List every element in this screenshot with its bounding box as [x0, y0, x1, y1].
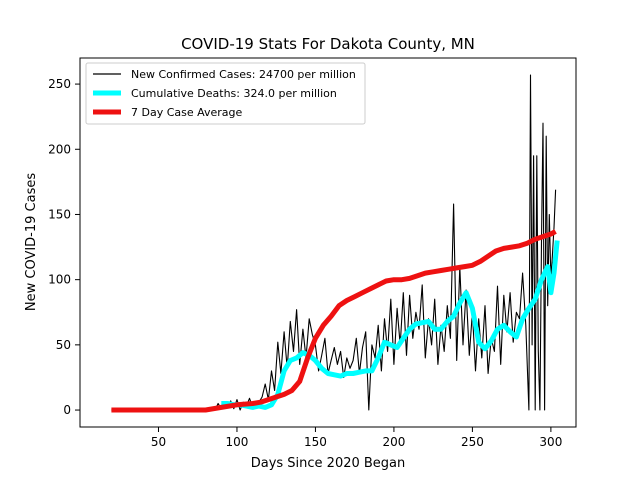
y-tick-label: 250	[48, 77, 71, 91]
y-tick-label: 0	[63, 403, 71, 417]
legend-label-cumulative-deaths: Cumulative Deaths: 324.0 per million	[131, 87, 337, 100]
new-cases-line	[111, 74, 557, 411]
x-axis-label: Days Since 2020 Began	[251, 456, 406, 471]
legend-box	[85, 62, 366, 125]
y-tick-label: 50	[56, 338, 71, 352]
cumulative-deaths-line	[221, 240, 560, 410]
legend-label-7-day-average: 7 Day Case Average	[131, 106, 243, 119]
y-tick-label: 100	[48, 273, 71, 287]
seven-day-average-line	[111, 229, 557, 413]
chart-title: COVID-19 Stats For Dakota County, MN	[181, 35, 475, 53]
legend-label-new-cases: New Confirmed Cases: 24700 per million	[131, 68, 356, 81]
x-tick-label: 200	[382, 435, 405, 449]
x-tick-label: 100	[226, 435, 249, 449]
x-tick-label: 50	[151, 435, 166, 449]
x-axis: 50 100 150 200 250 300	[151, 427, 562, 449]
legend: New Confirmed Cases: 24700 per million C…	[85, 62, 366, 125]
y-axis-label: New COVID-19 Cases	[24, 173, 39, 311]
y-tick-label: 150	[48, 207, 71, 221]
y-axis: 0 50 100 150 200 250	[48, 77, 80, 417]
x-tick-label: 250	[461, 435, 484, 449]
y-tick-label: 200	[48, 142, 71, 156]
x-tick-label: 300	[539, 435, 562, 449]
x-tick-label: 150	[304, 435, 327, 449]
series-layer	[111, 74, 560, 413]
